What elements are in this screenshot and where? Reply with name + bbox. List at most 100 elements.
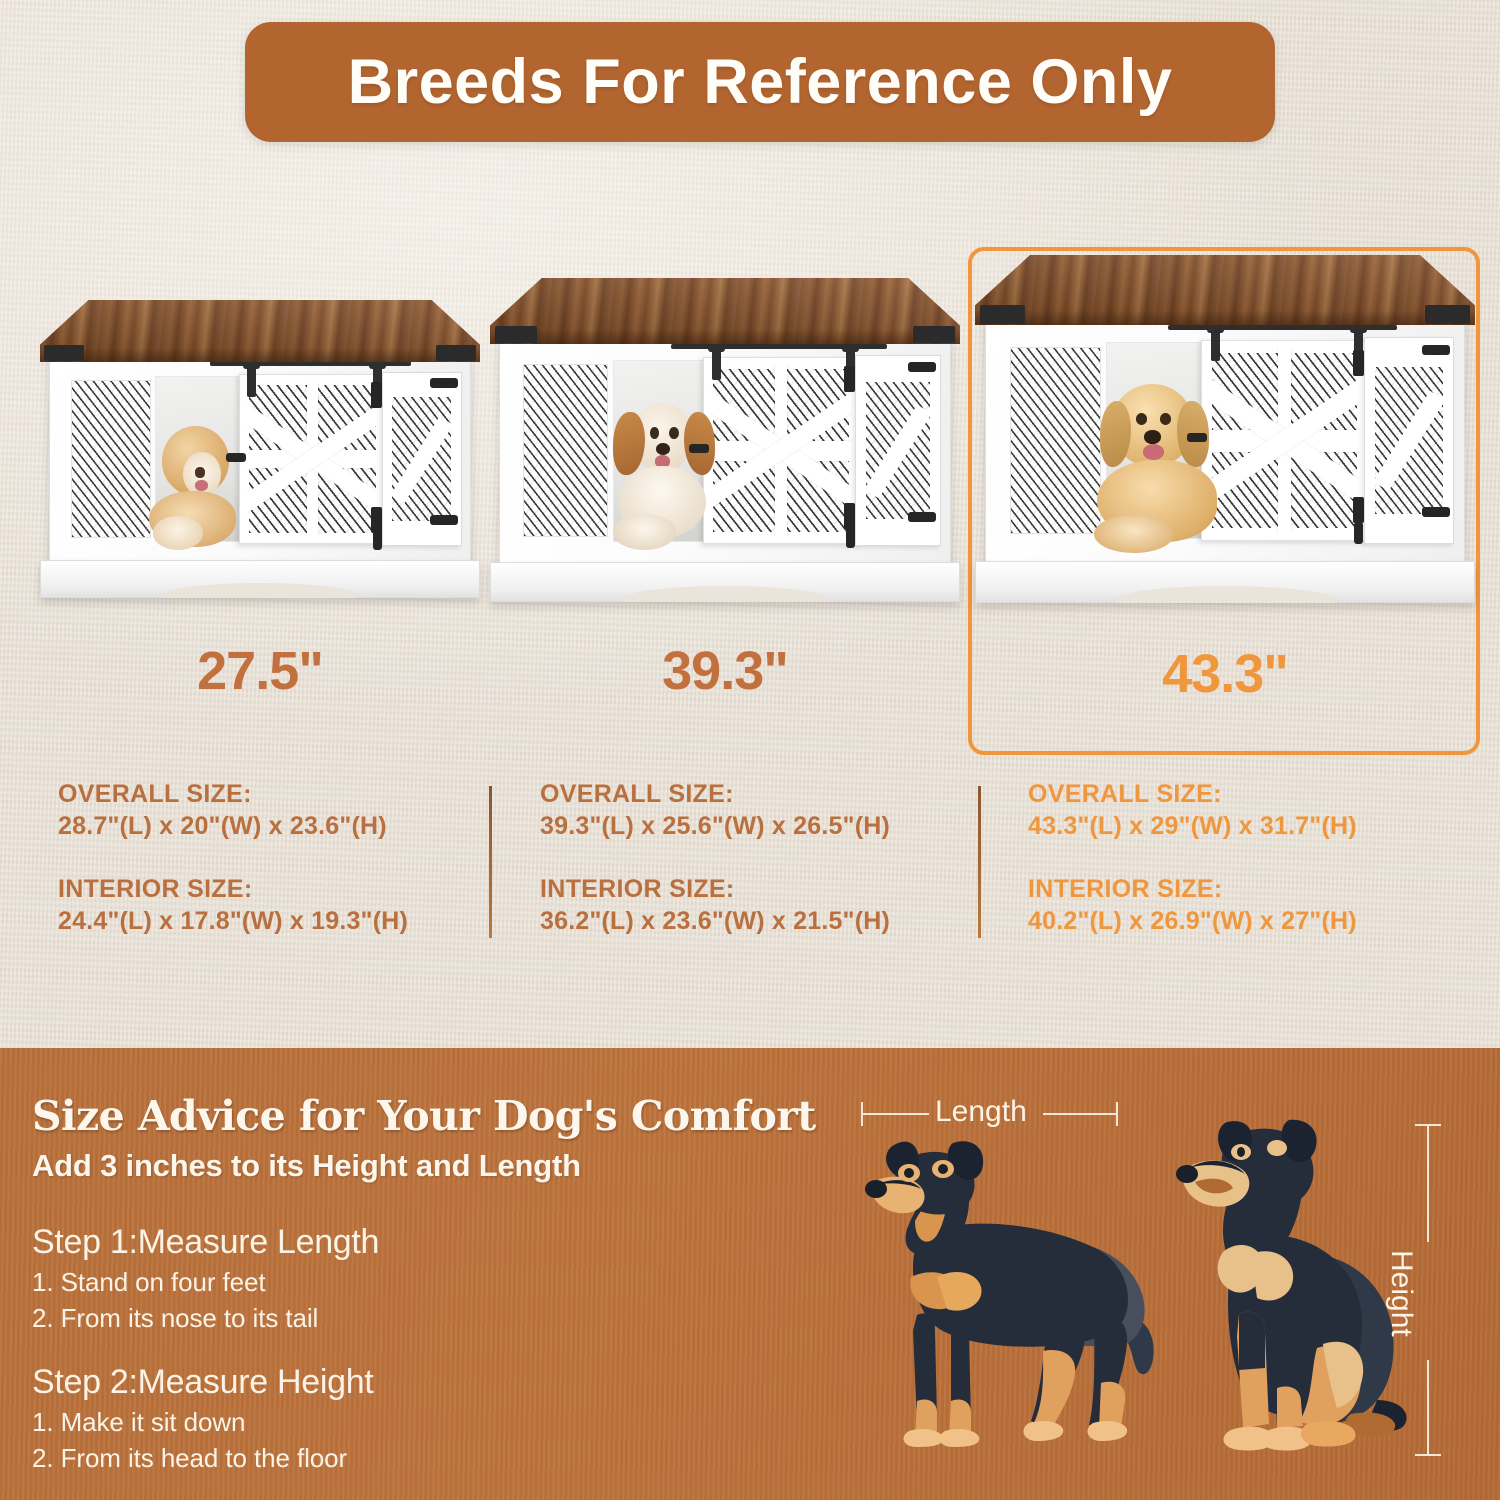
overall-size-title-2: OVERALL SIZE: — [540, 780, 734, 808]
size-label-3: 43.3" — [1162, 644, 1289, 704]
length-line-left — [861, 1113, 929, 1115]
crate-plinth-base-1 — [40, 560, 480, 598]
door-latch-1[interactable] — [226, 452, 247, 462]
crate-body-2 — [499, 338, 951, 568]
step-2-heading: Step 2:Measure Height — [32, 1363, 374, 1401]
size-label-2: 39.3" — [662, 641, 789, 701]
top-bracket-right-icon — [913, 325, 956, 343]
side-mesh-panel-3 — [1009, 347, 1101, 534]
crate-plinth-base-3 — [975, 561, 1475, 603]
barn-door-rail-1 — [209, 361, 412, 367]
header-banner: Breeds For Reference Only — [245, 22, 1275, 142]
barn-door-rail-3 — [1167, 324, 1398, 330]
overall-size-title-1: OVERALL SIZE: — [58, 780, 252, 808]
cabinet-hinge-top-2 — [844, 366, 856, 393]
height-cap-bottom — [1415, 1454, 1441, 1456]
top-bracket-left-icon — [494, 325, 537, 343]
step-1-item-1: 1. Stand on four feet — [32, 1267, 266, 1297]
interior-size-title-2: INTERIOR SIZE: — [540, 875, 735, 903]
sliding-barn-door-2[interactable] — [702, 357, 860, 545]
top-bracket-left-icon — [980, 305, 1025, 324]
cabinet-handle-bottom-2 — [908, 512, 937, 523]
dog-photo-beagle — [604, 402, 725, 553]
overall-size-title-3: OVERALL SIZE: — [1028, 780, 1222, 808]
advice-step-1: Step 1:Measure Length 1. Stand on four f… — [32, 1223, 379, 1334]
cabinet-hinge-bottom-3 — [1352, 497, 1364, 524]
barn-door-roller-left-3 — [1206, 324, 1224, 362]
product-card-1[interactable]: 27.5" — [40, 300, 480, 701]
cabinet-handle-bottom-3 — [1421, 506, 1450, 517]
standing-dog-illustration — [865, 1141, 1154, 1447]
sliding-barn-door-3[interactable] — [1201, 339, 1369, 542]
door-bolt-3[interactable] — [1354, 521, 1364, 544]
height-label: Height — [1385, 1250, 1418, 1337]
overall-size-value-1: 28.7"(L) x 20"(W) x 23.6"(H) — [58, 812, 387, 840]
crate-wood-top-3 — [975, 255, 1475, 325]
advice-step-2: Step 2:Measure Height 1. Make it sit dow… — [32, 1363, 374, 1474]
step-1-heading: Step 1:Measure Length — [32, 1223, 380, 1261]
step-2-item-2: 2. From its head to the floor — [32, 1443, 348, 1473]
end-cabinet-door-2[interactable] — [855, 354, 941, 547]
top-bracket-right-icon — [436, 344, 476, 361]
interior-size-value-2: 36.2"(L) x 23.6"(W) x 21.5"(H) — [540, 907, 890, 935]
crate-body-1 — [48, 356, 472, 566]
cabinet-hinge-bottom-1 — [370, 506, 382, 533]
cabinet-handle-top-3 — [1421, 344, 1450, 355]
crate-wood-top-2 — [490, 278, 960, 344]
door-bolt-2[interactable] — [846, 525, 856, 548]
crate-wood-top-1 — [40, 300, 480, 362]
height-line-bottom — [1427, 1360, 1429, 1455]
height-line-top — [1427, 1124, 1429, 1242]
cabinet-handle-bottom-1 — [429, 515, 458, 526]
cabinet-hinge-bottom-2 — [844, 503, 856, 530]
cabinet-hinge-top-1 — [370, 381, 382, 408]
cabinet-hinge-top-3 — [1352, 349, 1364, 376]
cabinet-handle-top-2 — [908, 361, 937, 372]
spec-column-3: OVERALL SIZE: 43.3"(L) x 29"(W) x 31.7"(… — [1028, 780, 1458, 936]
product-card-2[interactable]: 39.3" — [490, 278, 960, 701]
step-2-item-1: 1. Make it sit down — [32, 1407, 246, 1437]
sitting-dog-illustration — [1176, 1119, 1407, 1451]
length-cap-right — [1116, 1102, 1118, 1126]
interior-size-title-1: INTERIOR SIZE: — [58, 875, 253, 903]
advice-subtitle: Add 3 inches to its Height and Length — [32, 1148, 581, 1183]
top-bracket-left-icon — [44, 344, 84, 361]
spec-divider-2 — [978, 786, 981, 938]
dog-crate-illustration-1 — [40, 300, 480, 630]
product-card-3[interactable]: 43.3" — [975, 255, 1475, 704]
end-cabinet-door-1[interactable] — [381, 371, 462, 547]
spec-column-2: OVERALL SIZE: 39.3"(L) x 25.6"(W) x 26.5… — [540, 780, 970, 936]
crate-body-3 — [985, 319, 1465, 567]
side-mesh-panel-1 — [70, 379, 151, 538]
interior-size-value-1: 24.4"(L) x 17.8"(W) x 19.3"(H) — [58, 907, 408, 935]
spec-divider-1 — [489, 786, 492, 938]
banner-title: Breeds For Reference Only — [347, 47, 1173, 117]
dog-photo-golden-retriever — [1091, 383, 1234, 556]
dog-crate-illustration-3 — [975, 255, 1475, 635]
door-latch-2[interactable] — [689, 443, 710, 453]
overall-size-value-2: 39.3"(L) x 25.6"(W) x 26.5"(H) — [540, 812, 890, 840]
advice-title: Size Advice for Your Dog's Comfort — [32, 1092, 816, 1140]
size-label-1: 27.5" — [197, 641, 324, 701]
side-mesh-panel-2 — [522, 364, 609, 538]
dog-crate-illustration-2 — [490, 278, 960, 633]
dog-photo-poodle-mix — [148, 424, 260, 553]
interior-size-title-3: INTERIOR SIZE: — [1028, 875, 1223, 903]
sliding-barn-door-1[interactable] — [238, 373, 387, 545]
overall-size-value-3: 43.3"(L) x 29"(W) x 31.7"(H) — [1028, 812, 1357, 840]
barn-door-roller-left-1 — [243, 360, 261, 398]
length-label: Length — [935, 1095, 1027, 1128]
specifications-row: OVERALL SIZE: 28.7"(L) x 20"(W) x 23.6"(… — [0, 780, 1500, 950]
barn-door-roller-left-2 — [707, 342, 725, 380]
length-line-right — [1043, 1113, 1117, 1115]
spec-column-1: OVERALL SIZE: 28.7"(L) x 20"(W) x 23.6"(… — [58, 780, 478, 936]
door-latch-3[interactable] — [1186, 433, 1207, 443]
highlight-box-selected-size — [968, 247, 1480, 755]
size-advice-panel: Size Advice for Your Dog's Comfort Add 3… — [0, 1048, 1500, 1500]
interior-size-value-3: 40.2"(L) x 26.9"(W) x 27"(H) — [1028, 907, 1357, 935]
crate-plinth-base-2 — [490, 562, 960, 602]
barn-door-rail-2 — [671, 343, 887, 349]
cabinet-handle-top-1 — [429, 377, 458, 388]
top-bracket-right-icon — [1425, 305, 1470, 324]
step-1-item-2: 2. From its nose to its tail — [32, 1303, 319, 1333]
